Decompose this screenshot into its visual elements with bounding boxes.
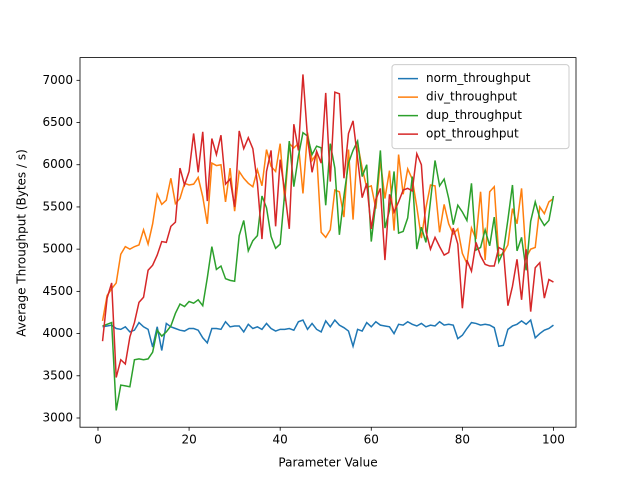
x-tick-label: 0	[94, 433, 102, 447]
y-tick-label: 6000	[42, 157, 73, 171]
x-tick-label: 40	[273, 433, 288, 447]
series-line	[102, 318, 554, 351]
y-axis-label: Average Throughput (Bytes / s)	[15, 149, 29, 337]
legend-label: opt_throughput	[426, 127, 519, 141]
legend-label: div_throughput	[426, 90, 517, 104]
x-axis-label: Parameter Value	[278, 456, 377, 470]
y-tick-label: 6500	[42, 115, 73, 129]
legend-box	[391, 64, 570, 150]
plot-frame	[79, 57, 577, 428]
y-tick-label: 3000	[42, 410, 73, 424]
y-tick-label: 5500	[42, 199, 73, 213]
x-tick-label: 80	[455, 433, 470, 447]
legend: norm_throughput div_throughput dup_through…	[391, 64, 570, 150]
x-tick-label: 100	[542, 433, 565, 447]
y-tick-label: 7000	[42, 73, 73, 87]
series-line	[101, 74, 554, 378]
legend-label: dup_throughput	[426, 108, 522, 122]
y-tick-label: 4000	[42, 326, 73, 340]
y-tick-label: 5000	[42, 242, 73, 256]
y-tick-label: 4500	[42, 284, 73, 298]
legend-label: norm_throughput	[426, 71, 531, 85]
x-tick-label: 20	[181, 433, 196, 447]
x-tick-label: 60	[364, 433, 379, 447]
y-tick-label: 3500	[42, 368, 73, 382]
